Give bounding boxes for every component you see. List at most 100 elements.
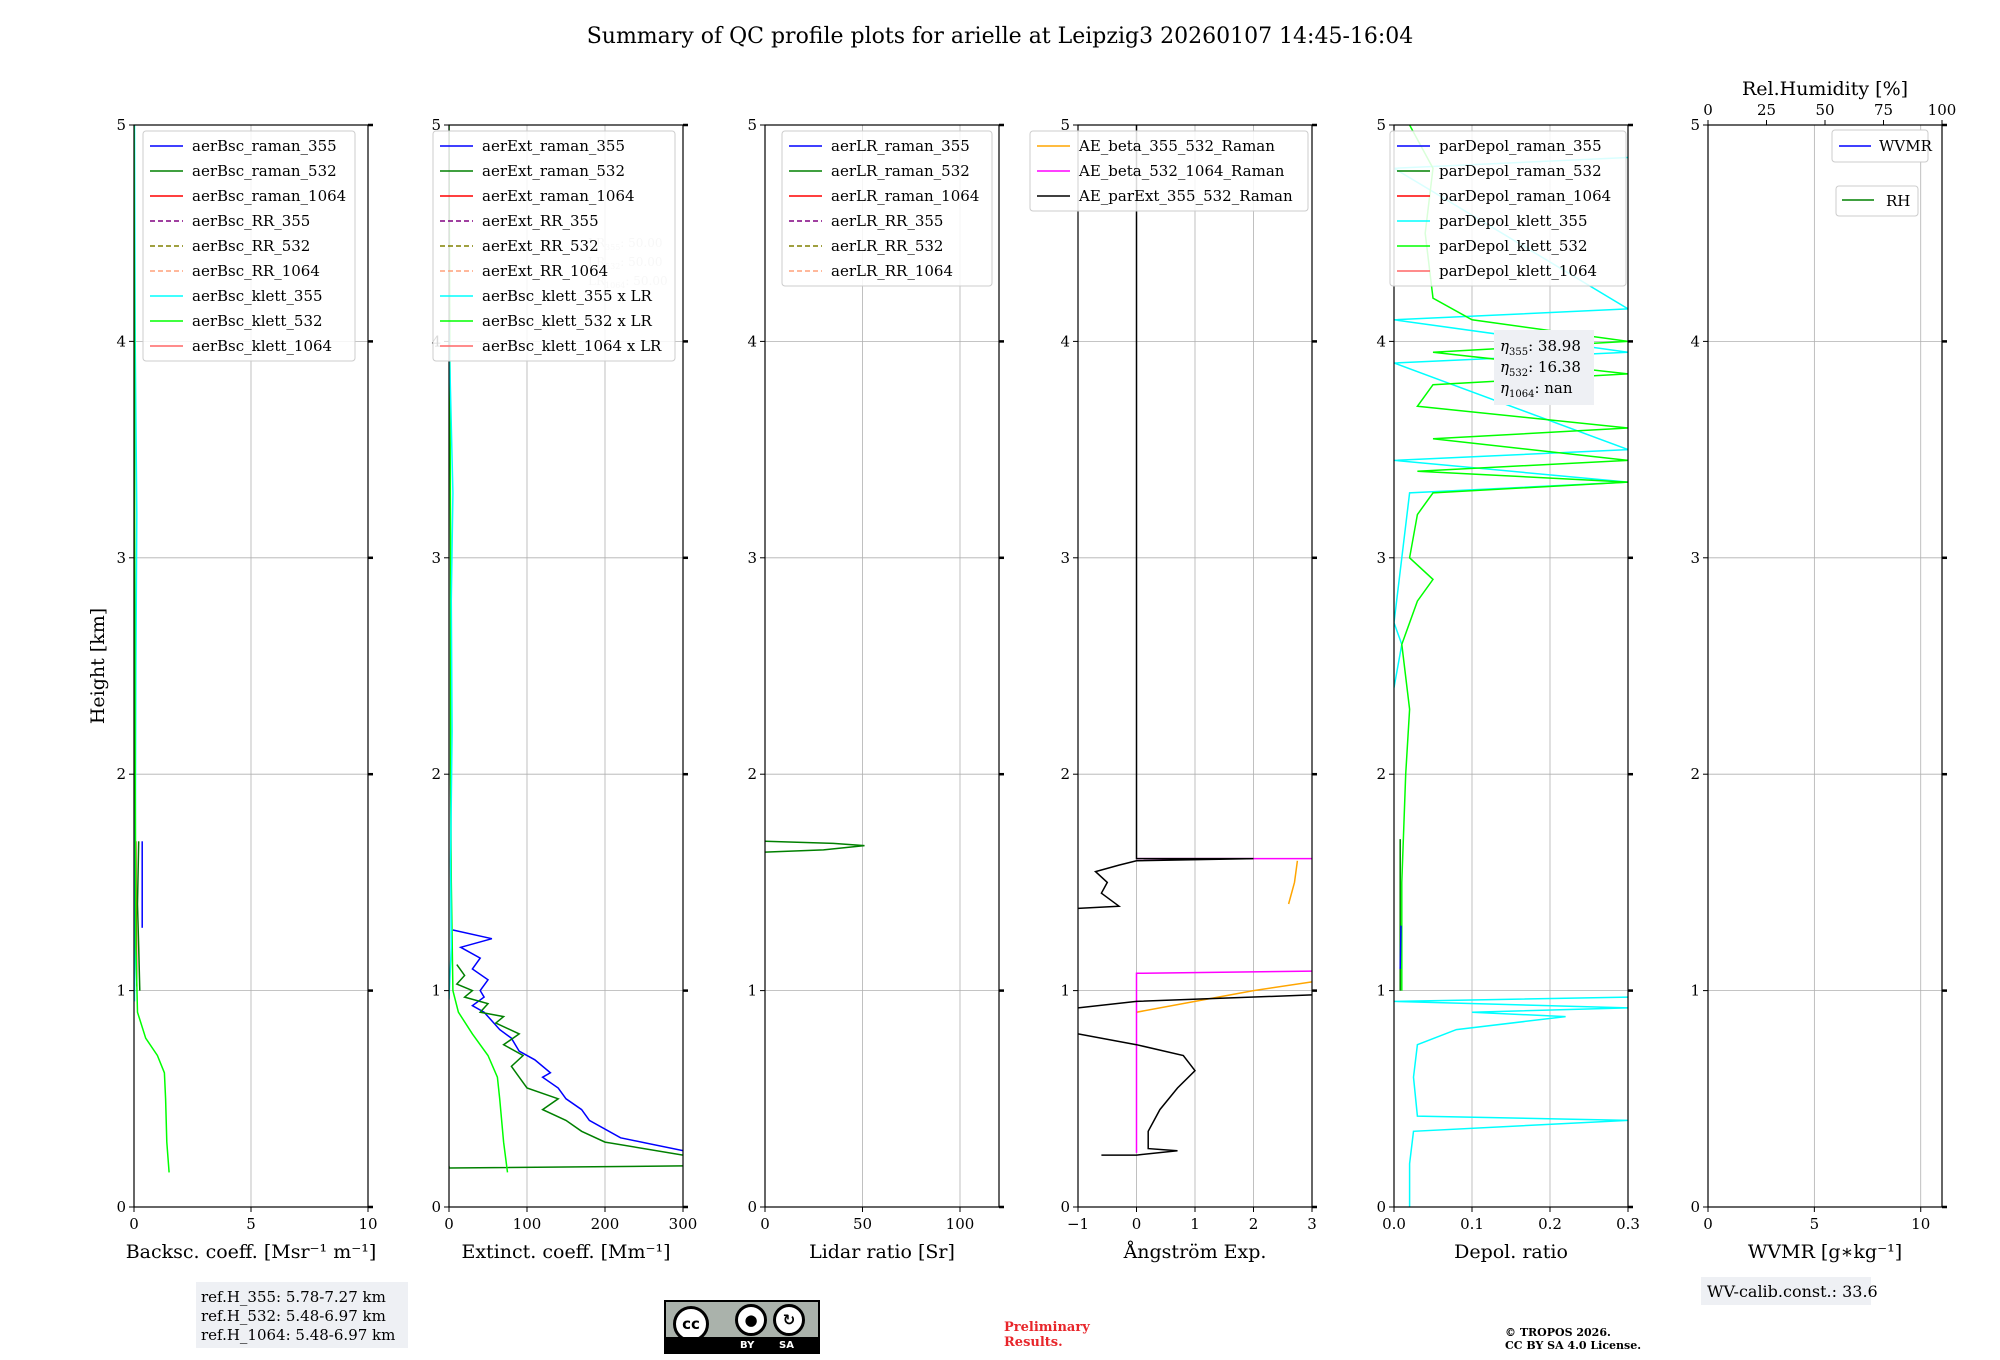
y-tick-label: 3	[1690, 549, 1700, 567]
series-aerExt_raman_532_profile	[455, 964, 683, 1156]
series-AE_parExt_355_532_Raman	[1078, 1033, 1196, 1156]
series-AE_beta_355_532_Raman	[1136, 981, 1312, 1013]
x-tick-label: 0.3	[1616, 1215, 1640, 1233]
y-tick-label: 0	[1690, 1198, 1700, 1216]
y-tick-label: 2	[1690, 765, 1700, 783]
eta-label: η355: 38.98	[1500, 337, 1581, 358]
ref-height-box: ref.H_355: 5.78-7.27 km ref.H_532: 5.48-…	[196, 1282, 408, 1348]
legend-label: RH	[1886, 192, 1910, 210]
legend-label: aerBsc_klett_355	[192, 287, 323, 305]
series-group	[1078, 125, 1312, 1156]
y-tick-label: 2	[431, 765, 441, 783]
x-tick-label: 1	[1190, 1215, 1200, 1233]
x-tick-label: 2	[1249, 1215, 1259, 1233]
legend-label: aerExt_raman_1064	[482, 187, 635, 205]
legend-label: aerLR_RR_1064	[831, 262, 953, 280]
y-tick-label: 1	[431, 982, 441, 1000]
series-group	[765, 840, 865, 853]
x-tick-label: 100	[513, 1215, 542, 1233]
y-tick-label: 4	[747, 332, 757, 350]
panel-extinction: 0100200300012345Extinct. coeff. [Mm⁻¹]LR…	[431, 116, 697, 1263]
legend-label: aerBsc_RR_532	[192, 237, 310, 255]
legend-label: parDepol_raman_355	[1439, 137, 1602, 155]
legend-box	[1389, 130, 1627, 287]
legend-label: aerLR_raman_532	[831, 162, 970, 180]
ref-height-1064: ref.H_1064: 5.48-6.97 km	[201, 1326, 395, 1344]
wv-calib-box-bg	[1701, 1277, 1871, 1305]
cc-icon-text: cc	[682, 1315, 700, 1333]
series-aerExt_raman_355	[452, 929, 683, 1152]
y-tick-label: 5	[1376, 116, 1386, 134]
x-tick-label: 0.0	[1382, 1215, 1406, 1233]
y-tick-label: 3	[747, 549, 757, 567]
eta-label: η532: 16.38	[1500, 358, 1581, 379]
axes-frame	[764, 124, 1000, 1208]
license-badge-bar	[666, 1337, 818, 1352]
axes-frame	[1393, 124, 1629, 1208]
legend: aerLR_raman_355 aerLR_raman_532 aerLR_rama…	[781, 130, 993, 287]
legend-label: parDepol_klett_355	[1439, 212, 1588, 230]
series-AE_parExt_355_532_Raman_upper	[1078, 994, 1312, 1009]
legend-label: aerBsc_klett_355 x LR	[482, 287, 653, 305]
eta-box-bg	[1494, 330, 1594, 405]
legend-box	[432, 130, 676, 362]
y-tick-label: 5	[116, 116, 126, 134]
legend-label: parDepol_klett_532	[1439, 237, 1588, 255]
legend: aerBsc_raman_355 aerBsc_raman_532 aerBsc_r…	[142, 130, 356, 362]
series-group	[449, 125, 683, 1173]
legend-label: parDepol_raman_532	[1439, 162, 1602, 180]
x-tick-label: 5	[246, 1215, 256, 1233]
series-aerBsc_klett_532	[134, 125, 170, 1173]
legend-label: aerBsc_raman_355	[192, 137, 337, 155]
y-tick-label: 4	[1060, 332, 1070, 350]
legend-label: aerExt_RR_355	[482, 212, 599, 230]
legend-box	[1835, 185, 1919, 217]
y-tick-label: 0	[116, 1198, 126, 1216]
top-tick-label: 75	[1874, 101, 1893, 119]
y-tick-label: 3	[116, 549, 126, 567]
x-tick-label: 300	[669, 1215, 698, 1233]
legend-label: aerBsc_RR_355	[192, 212, 310, 230]
y-tick-label: 4	[1690, 332, 1700, 350]
legend-label: aerBsc_RR_1064	[192, 262, 320, 280]
x-tick-label: 0	[444, 1215, 454, 1233]
wv-calib-const: WV-calib.const.: 33.6	[1707, 1282, 1878, 1301]
y-tick-label: 5	[747, 116, 757, 134]
y-tick-label: 5	[1060, 116, 1070, 134]
x-tick-label: 100	[946, 1215, 975, 1233]
legend-label: aerBsc_klett_1064 x LR	[482, 337, 662, 355]
series-parDepol_raman_355	[1399, 925, 1402, 970]
license-sa-label: SA	[779, 1340, 794, 1351]
attribution-icon: ●	[735, 1304, 767, 1336]
preliminary-line-2: Results.	[1004, 1335, 1063, 1350]
x-tick-label: 0.2	[1538, 1215, 1562, 1233]
y-tick-label: 3	[1060, 549, 1070, 567]
x-axis-label: Backsc. coeff. [Msr⁻¹ m⁻¹]	[126, 1241, 377, 1263]
series-AE_beta_532_1064_Raman	[1135, 970, 1312, 1153]
y-tick-label: 0	[747, 1198, 757, 1216]
license-by-label: BY	[740, 1340, 755, 1351]
series-AE_parExt_355_532_Raman_top	[1078, 125, 1254, 910]
legend-label: parDepol_raman_1064	[1439, 187, 1611, 205]
legend-label: aerExt_RR_1064	[482, 262, 608, 280]
legend-label: AE_beta_532_1064_Raman	[1078, 162, 1285, 180]
wv-calib-box: WV-calib.const.: 33.6	[1701, 1277, 1878, 1305]
panel-depol: 0.0 0.1 0.2 0.3 0 1 2 3 4 5 Depol. ratio parDepol_r…	[1376, 116, 1639, 1263]
series-aerBsc_raman_532	[136, 841, 141, 991]
legend-label: WVMR	[1879, 137, 1933, 155]
legend-label: aerBsc_klett_1064	[192, 337, 332, 355]
y-tick-label: 2	[747, 765, 757, 783]
legend-label: aerLR_RR_355	[831, 212, 943, 230]
y-tick-label: 2	[116, 765, 126, 783]
x-tick-label: 50	[853, 1215, 872, 1233]
legend-box	[1831, 129, 1929, 163]
panel-backscatter: 0 5 10 0 1 2 3 4 5 Backsc. coeff. [Msr⁻¹ m⁻¹] Heig…	[87, 116, 378, 1263]
x-tick-label: 200	[591, 1215, 620, 1233]
y-tick-label: 5	[431, 116, 441, 134]
y-tick-label: 2	[1060, 765, 1070, 783]
legend-label: aerBsc_klett_532 x LR	[482, 312, 653, 330]
figure-title: Summary of QC profile plots for arielle …	[587, 24, 1414, 49]
